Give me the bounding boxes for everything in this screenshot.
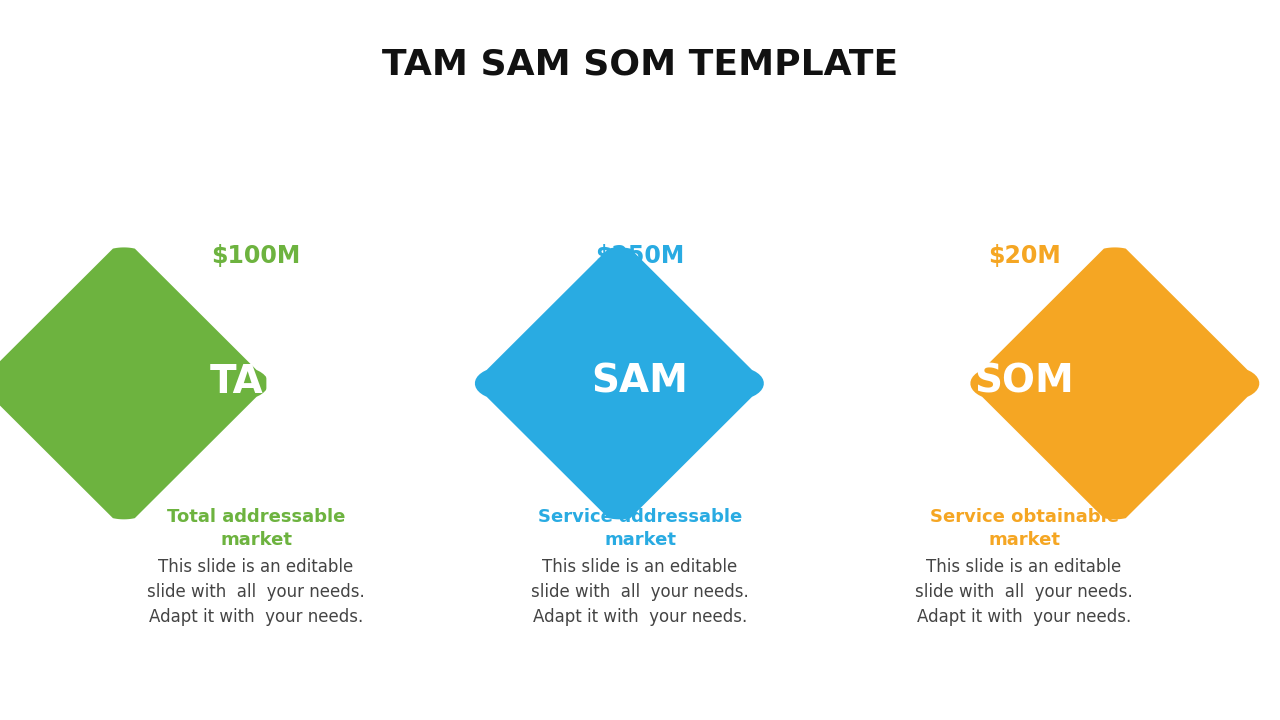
- Text: SOM: SOM: [974, 363, 1074, 400]
- Polygon shape: [970, 248, 1260, 519]
- Polygon shape: [475, 248, 764, 519]
- Text: $20M: $20M: [988, 243, 1060, 268]
- Text: Service addressable
market: Service addressable market: [538, 508, 742, 549]
- Text: This slide is an editable
slide with  all  your needs.
Adapt it with  your needs: This slide is an editable slide with all…: [531, 558, 749, 626]
- Text: This slide is an editable
slide with  all  your needs.
Adapt it with  your needs: This slide is an editable slide with all…: [147, 558, 365, 626]
- Text: This slide is an editable
slide with  all  your needs.
Adapt it with  your needs: This slide is an editable slide with all…: [915, 558, 1133, 626]
- Text: $100M: $100M: [211, 243, 301, 268]
- Text: Service obtainable
market: Service obtainable market: [929, 508, 1119, 549]
- Text: TAM SAM SOM TEMPLATE: TAM SAM SOM TEMPLATE: [381, 48, 899, 82]
- Text: Total addressable
market: Total addressable market: [166, 508, 346, 549]
- Text: SAM: SAM: [591, 363, 689, 400]
- Text: $250M: $250M: [595, 243, 685, 268]
- Text: TAM: TAM: [210, 363, 302, 400]
- Polygon shape: [0, 248, 269, 519]
